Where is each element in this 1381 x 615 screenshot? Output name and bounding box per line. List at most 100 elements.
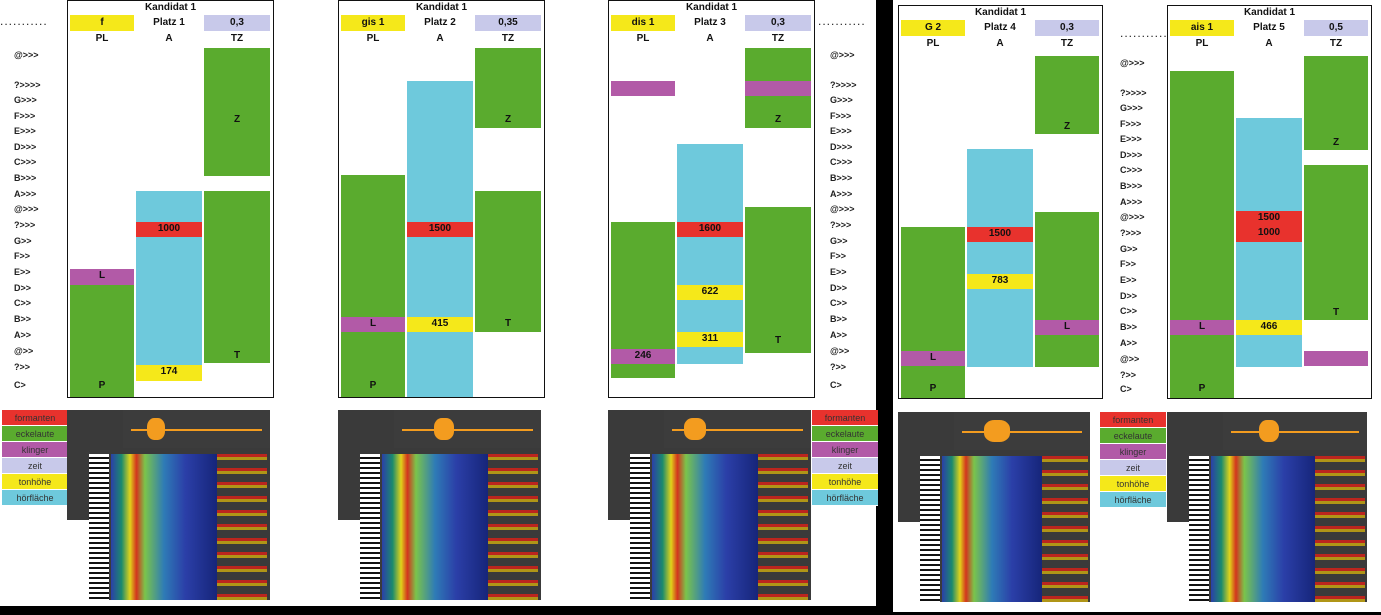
harmonics — [758, 454, 808, 600]
col-pl: PL — [95, 33, 109, 44]
tz-z-label: Z — [1063, 121, 1071, 132]
col-pl: PL — [1195, 38, 1209, 49]
tz-z-label: Z — [504, 114, 512, 125]
pl-klinger-label: L — [70, 269, 134, 285]
pitch-badge: gis 1 — [341, 15, 405, 31]
pl-p-label: P — [1198, 383, 1206, 394]
a-pitch-label-1: 622 — [677, 285, 743, 300]
candidate-title: Kandidat 1 — [974, 7, 1027, 18]
harmonics — [217, 454, 267, 600]
music-staff — [1167, 522, 1189, 602]
spectrogram-image — [942, 456, 1042, 602]
tz-bar-bottom — [204, 191, 270, 363]
legend-right: formanten eckelaute klinger zeit tonhöhe… — [1100, 412, 1166, 508]
tz-z-label: Z — [1332, 137, 1340, 148]
col-pl: PL — [636, 33, 650, 44]
a-formant-label: 1000 — [136, 222, 202, 237]
platz-label: Platz 1 — [153, 17, 185, 28]
pl-bar — [70, 285, 134, 397]
pitch-badge: f — [70, 15, 134, 31]
a-formant-label: 1600 — [677, 222, 743, 237]
candidate-title: Kandidat 1 — [685, 2, 738, 13]
a-pitch-label: 415 — [407, 317, 473, 332]
pl-p-label: P — [98, 380, 106, 391]
tz-klinger — [745, 81, 811, 96]
a-pitch-label-2: 311 — [677, 332, 743, 347]
legend-item: formanten — [2, 410, 68, 426]
legend-item: formanten — [1100, 412, 1166, 428]
harmonics — [1042, 456, 1088, 602]
leader-dots: ........... — [1120, 26, 1168, 40]
tz-t-label: T — [774, 335, 782, 346]
legend-item: hörfläche — [1100, 492, 1166, 508]
candidate-3-chart: Kandidat 1 dis 1 Platz 3 0,3 PL A TZ 246… — [608, 0, 815, 398]
platz-label: Platz 3 — [694, 17, 726, 28]
legend-item: klinger — [2, 442, 68, 458]
spectrogram-image — [111, 454, 217, 600]
legend-item: formanten — [812, 410, 878, 426]
tz-bar-top — [204, 48, 270, 176]
tz-badge: 0,5 — [1304, 20, 1368, 36]
tz-z-label: Z — [233, 114, 241, 125]
music-staff — [338, 520, 360, 600]
tz-badge: 0,3 — [204, 15, 270, 31]
tz-badge: 0,3 — [1035, 20, 1099, 36]
col-tz: TZ — [771, 33, 785, 44]
tz-bar-top — [1304, 56, 1368, 150]
pl-p-label: P — [929, 383, 937, 394]
spectrogram-3 — [608, 410, 811, 600]
waveform — [1223, 412, 1367, 450]
spectrogram-5 — [1167, 412, 1367, 602]
pl-bar — [901, 227, 965, 398]
pitch-scale-middle: @>>> ?>>>> G>>> F>>> E>>> D>>> C>>> B>>>… — [830, 50, 857, 390]
a-pitch-label: 466 — [1236, 320, 1302, 335]
spectrogram-4 — [898, 412, 1090, 602]
col-a: A — [996, 38, 1004, 49]
platz-label: Platz 5 — [1253, 22, 1285, 33]
candidate-1-chart: Kandidat 1 f Platz 1 0,3 PL A T Z L P 100… — [67, 0, 274, 398]
pl-klinger-label: L — [341, 317, 405, 332]
pitch-badge: dis 1 — [611, 15, 675, 31]
candidate-title: Kandidat 1 — [415, 2, 468, 13]
legend-item: klinger — [1100, 444, 1166, 460]
spectrogram-image — [1211, 456, 1315, 602]
a-bar — [967, 149, 1033, 367]
pl-bar — [1170, 71, 1234, 398]
tz-badge: 0,35 — [475, 15, 541, 31]
tz-t-label: T — [233, 350, 241, 361]
tz-z-label: Z — [774, 114, 782, 125]
waveform — [664, 410, 811, 448]
legend-item: tonhöhe — [1100, 476, 1166, 492]
piano-keyboard — [1189, 456, 1209, 602]
legend-item: tonhöhe — [2, 474, 68, 490]
legend-item: tonhöhe — [812, 474, 878, 490]
col-a: A — [1265, 38, 1273, 49]
platz-label: Platz 4 — [984, 22, 1016, 33]
pl-klinger-top — [611, 81, 675, 96]
legend-item: zeit — [1100, 460, 1166, 476]
candidate-title: Kandidat 1 — [144, 2, 197, 13]
col-a: A — [165, 33, 173, 44]
pitch-badge: ais 1 — [1170, 20, 1234, 36]
pitch-badge: G 2 — [901, 20, 965, 36]
legend-item: hörfläche — [2, 490, 68, 506]
tz-klinger — [1304, 351, 1368, 366]
a-pitch-label: 783 — [967, 274, 1033, 289]
tz-bar-bottom — [1304, 165, 1368, 320]
tz-bar-top — [475, 48, 541, 128]
candidate-title: Kandidat 1 — [1243, 7, 1296, 18]
col-a: A — [436, 33, 444, 44]
music-staff — [898, 522, 920, 602]
piano-keyboard — [630, 454, 650, 600]
pitch-scale-left: @>>> ?>>>> G>>> F>>> E>>> D>>> C>>> B>>>… — [14, 50, 41, 390]
spectrogram-image — [652, 454, 758, 600]
legend-middle: formanten eckelaute klinger zeit tonhöhe… — [812, 410, 878, 506]
legend-item: zeit — [812, 458, 878, 474]
tz-bar-bottom — [1035, 212, 1099, 367]
legend-item: zeit — [2, 458, 68, 474]
a-formant-label-1: 1500 — [1236, 211, 1302, 226]
pl-klinger-label: L — [1170, 320, 1234, 335]
tz-klinger-label: L — [1035, 320, 1099, 335]
col-a: A — [706, 33, 714, 44]
pl-bar — [341, 175, 405, 397]
